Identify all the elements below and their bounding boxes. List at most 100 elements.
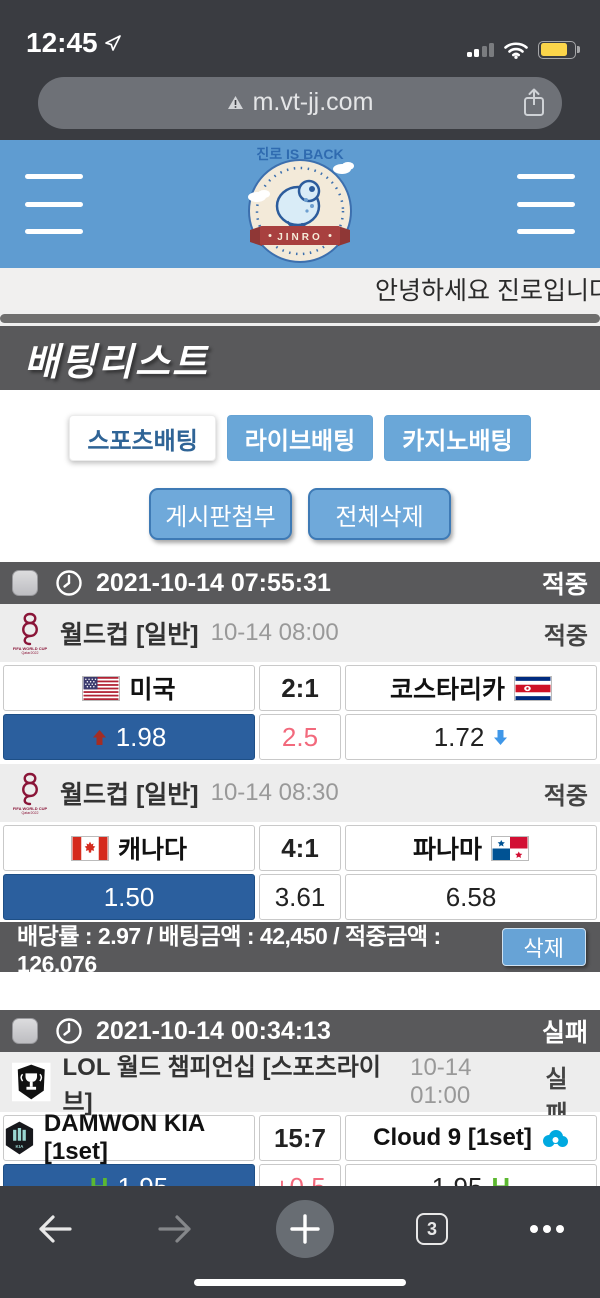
cell-signal-icon	[466, 42, 494, 57]
odds-row: 1.50 3.61 6.58	[3, 874, 597, 920]
browser-bottom-toolbar: 3	[0, 1186, 600, 1298]
logo-top-text: 진로 IS BACK	[256, 146, 343, 162]
score-cell: 2:1	[259, 665, 341, 711]
tab-casino-betting[interactable]: 카지노배팅	[384, 415, 531, 461]
menu-button-left[interactable]	[25, 174, 83, 234]
bet-status-badge: 적중	[541, 571, 588, 599]
site-logo[interactable]: 진로 IS BACK JINRO	[236, 144, 364, 271]
home-odds-cell[interactable]: 1.50	[3, 874, 255, 920]
location-arrow-icon	[104, 35, 121, 51]
away-odds-cell[interactable]: 6.58	[345, 874, 597, 920]
frog-mascot	[275, 179, 321, 229]
svg-text:FIFA WORLD CUP: FIFA WORLD CUP	[13, 646, 48, 651]
fifa-world-cup-logo: FIFA WORLD CUP Qatar2022	[13, 612, 48, 655]
away-odds-value: 1.72	[433, 721, 485, 752]
draw-odds-value: 2.5	[281, 721, 319, 752]
home-odds-cell[interactable]: 1.98	[3, 714, 255, 760]
draw-odds-value: 3.61	[274, 881, 326, 912]
match-time: 10-14 08:30	[210, 779, 339, 806]
status-icons	[466, 40, 580, 59]
match-time: 10-14 08:00	[210, 619, 339, 646]
teams-row: 미국 2:1 코스타리카	[3, 665, 597, 711]
svg-text:Qatar2022: Qatar2022	[22, 651, 39, 655]
url-bar[interactable]: m.vt-jj.com	[38, 76, 562, 129]
url-text: m.vt-jj.com	[252, 88, 374, 116]
board-attach-button[interactable]: 게시판첨부	[149, 488, 292, 540]
divider-strip	[0, 313, 600, 323]
new-tab-button[interactable]	[276, 1200, 334, 1258]
tab-sports-betting[interactable]: 스포츠배팅	[69, 415, 216, 461]
bet-card-1: 2021-10-14 07:55:31 적중 FIFA WORLD CUP Qa…	[0, 562, 600, 977]
away-odds-cell[interactable]: 1.72	[345, 714, 597, 760]
svg-text:FIFA WORLD CUP: FIFA WORLD CUP	[13, 806, 48, 811]
greeting-text: 안녕하세요 진로입니다	[375, 277, 600, 305]
teams-row: KIA DAMWON KIA [1set] 15:7 Cloud 9 [1set…	[3, 1110, 597, 1165]
status-time: 12:45	[26, 27, 98, 58]
home-team-cell: 캐나다	[3, 825, 255, 871]
away-team-name: 코스타리카	[389, 676, 505, 704]
home-team-cell: 미국	[3, 665, 255, 711]
tab-live-betting[interactable]: 라이브배팅	[226, 415, 374, 461]
home-team-cell: KIA DAMWON KIA [1set]	[3, 1110, 255, 1165]
match-time: 10-14 01:00	[410, 1054, 472, 1109]
match-header: FIFA WORLD CUP Qatar2022 월드컵 [일반] 10-14 …	[0, 764, 600, 822]
betting-tabs: 스포츠배팅 라이브배팅 카지노배팅	[0, 415, 600, 461]
bet-summary-bar: 배당률 : 2.97 / 배팅금액 : 42,450 / 적중금액 : 126,…	[0, 922, 600, 977]
logo-ribbon: JINRO	[250, 226, 350, 246]
odds-up-arrow-icon	[92, 729, 106, 745]
wifi-icon	[504, 42, 528, 59]
select-checkbox[interactable]	[12, 1018, 38, 1044]
share-icon[interactable]	[522, 87, 546, 125]
divider-zone	[0, 310, 600, 326]
fifa-world-cup-logo: FIFA WORLD CUP Qatar2022	[13, 772, 48, 815]
bet-datetime: 2021-10-14 07:55:31	[96, 568, 331, 597]
page-title-bar: 배팅리스트	[0, 326, 600, 390]
bet-card-header: 2021-10-14 07:55:31 적중	[0, 562, 600, 604]
score-cell: 4:1	[259, 825, 341, 871]
delete-all-button[interactable]: 전체삭제	[308, 488, 451, 540]
delete-button[interactable]: 삭제	[501, 928, 586, 966]
status-bar: 12:45	[0, 0, 600, 65]
away-team-name: 파나마	[412, 836, 482, 864]
more-menu-button[interactable]	[530, 1225, 564, 1233]
costa-rica-flag-icon	[514, 675, 552, 701]
home-odds-value: 1.50	[103, 881, 155, 912]
menu-button-right[interactable]	[517, 174, 575, 234]
match-status: 적중	[543, 622, 588, 650]
home-team-name: 캐나다	[117, 836, 187, 864]
select-checkbox[interactable]	[12, 570, 38, 596]
panama-flag-icon	[491, 835, 529, 861]
greeting-bar: 안녕하세요 진로입니다	[0, 268, 600, 310]
score-cell: 15:7	[259, 1115, 341, 1161]
forward-button[interactable]	[156, 1214, 194, 1244]
tab-count-button[interactable]: 3	[416, 1213, 448, 1245]
clock-icon	[56, 1018, 82, 1044]
league-name: 월드컵 [일반]	[60, 781, 199, 809]
away-odds-value: 6.58	[445, 881, 497, 912]
bet-status-badge: 실패	[541, 1019, 588, 1047]
page-title: 배팅리스트	[24, 341, 209, 384]
home-odds-value: 1.98	[115, 721, 167, 752]
back-button[interactable]	[36, 1214, 74, 1244]
draw-odds-cell[interactable]: 2.5	[259, 714, 341, 760]
home-team-name: DAMWON KIA [1set]	[43, 1110, 205, 1165]
url-row: m.vt-jj.com	[0, 65, 600, 140]
match-header: FIFA WORLD CUP Qatar2022 월드컵 [일반] 10-14 …	[0, 604, 600, 662]
home-team-name: 미국	[129, 676, 176, 704]
bet-card-2: 2021-10-14 00:34:13 실패 LOL 월드 챔피언십 [스포츠라…	[0, 1010, 600, 1210]
svg-text:KIA: KIA	[16, 1144, 25, 1149]
cloud-decorations	[248, 162, 354, 202]
canada-flag-icon	[70, 835, 109, 861]
cloud9-logo	[542, 1129, 568, 1147]
insecure-warning-icon	[227, 96, 243, 109]
match-header: LOL 월드 챔피언십 [스포츠라이브] 10-14 01:00 실패	[0, 1052, 600, 1128]
battery-icon	[538, 40, 580, 59]
draw-odds-cell[interactable]: 3.61	[259, 874, 341, 920]
action-buttons: 게시판첨부 전체삭제	[0, 488, 600, 540]
league-name: 월드컵 [일반]	[60, 621, 199, 649]
home-indicator[interactable]	[194, 1279, 406, 1286]
browser-top-chrome: 12:45 m.	[0, 0, 600, 140]
logo-ribbon-text: JINRO	[277, 232, 323, 243]
away-team-name: Cloud 9 [1set]	[373, 1124, 532, 1151]
clock-icon	[56, 570, 82, 596]
